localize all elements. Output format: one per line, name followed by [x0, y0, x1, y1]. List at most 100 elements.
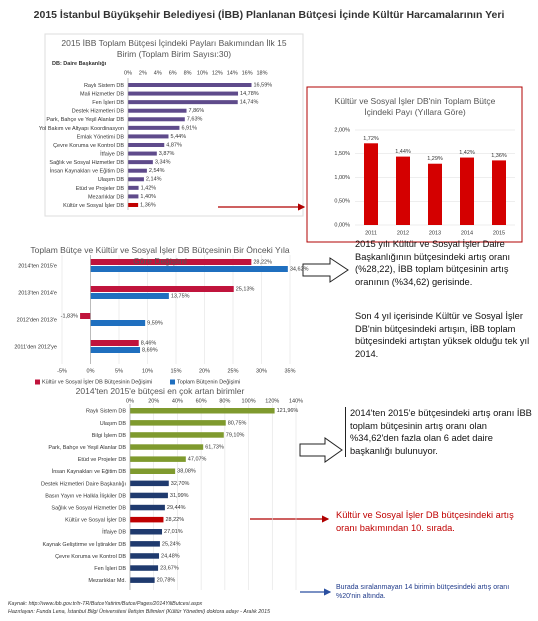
value-label: 1,42% — [141, 185, 157, 191]
x-tick-label: 12% — [212, 70, 223, 76]
value-label: 16,59% — [254, 82, 273, 88]
value-label: 47,07% — [188, 457, 207, 463]
chart-title: Kültür ve Sosyal İşler DB'nin Toplam Büt… — [334, 96, 496, 117]
bar — [90, 259, 252, 265]
y-tick-label: Mali Hizmetler DB — [80, 92, 124, 98]
bar — [90, 266, 288, 272]
y-tick-label: Fen İşleri DB — [92, 99, 124, 106]
value-label: 1,72% — [363, 136, 379, 142]
bar — [128, 125, 180, 130]
bar — [130, 529, 163, 535]
value-label: 7,63% — [187, 117, 203, 123]
x-tick-label: 35% — [284, 368, 295, 374]
x-tick-label: 0% — [124, 70, 132, 76]
y-tick-label: 0,00% — [334, 222, 350, 228]
bar — [128, 202, 139, 207]
bar — [128, 117, 185, 122]
x-tick-label: 20% — [199, 368, 210, 374]
y-tick-label: Fen İşleri DB — [94, 565, 126, 572]
value-label: 25,13% — [236, 286, 255, 292]
y-tick-label: Sağlık ve Sosyal Hizmetler DB — [51, 506, 126, 512]
bar — [128, 91, 239, 96]
value-label: 8,69% — [142, 347, 158, 353]
y-tick-label: Kültür ve Sosyal İşler DB — [63, 202, 124, 209]
value-label: 9,59% — [147, 320, 163, 326]
y-tick-label: Kaynak Geliştirme ve İştirakler DB — [43, 541, 127, 548]
bar — [130, 553, 160, 559]
x-tick-label: 5% — [115, 368, 123, 374]
value-label: 20,78% — [157, 578, 176, 584]
x-tick-label: 14% — [227, 70, 238, 76]
x-tick-label: 15% — [170, 368, 181, 374]
value-label: 5,44% — [170, 134, 186, 140]
value-label: 29,44% — [167, 505, 186, 511]
chart-title: 2015 İBB Toplam Bütçesi İçindeki Payları… — [61, 38, 287, 59]
source: Kaynak: http://www.ibb.gov.tr/tr-TR/Butc… — [8, 601, 203, 607]
bar — [130, 444, 204, 450]
y-tick-label: Etüd ve Projeler DB — [76, 186, 125, 192]
x-tick-label: 2% — [139, 70, 147, 76]
x-tick-label: 0% — [87, 368, 95, 374]
x-tick-label: 6% — [169, 70, 177, 76]
x-tick-label: 8% — [184, 70, 192, 76]
x-tick-label: 30% — [256, 368, 267, 374]
y-tick-label: Mezarlıklar Md. — [88, 578, 126, 584]
value-label: 7,86% — [189, 108, 205, 114]
source: Hazırlayan: Funda Lena, İstanbul Bilgi Ü… — [8, 609, 271, 615]
y-tick-label: 2012'den 2013'e — [17, 317, 57, 323]
bar — [396, 156, 410, 225]
value-label: 6,91% — [181, 125, 197, 131]
chart-frame — [44, 33, 304, 217]
value-label: 3,87% — [159, 151, 175, 157]
x-tick-label: 20% — [148, 398, 159, 404]
chart-subtitle: DB: Daire Başkanlığı — [52, 61, 107, 67]
value-label: 1,36% — [140, 202, 156, 208]
y-tick-label: Destek Hizmetleri Daire Başkanlığı — [41, 481, 126, 487]
y-tick-label: 0,50% — [334, 199, 350, 205]
value-label: 80,75% — [228, 420, 247, 426]
x-tick-label: -5% — [57, 368, 67, 374]
y-tick-label: İnsan Kaynakları ve Eğitim DB — [50, 168, 125, 175]
x-tick-label: 140% — [289, 398, 303, 404]
legend-label: Toplam Bütçenin Değişimi — [177, 379, 240, 385]
x-tick-label: 2011 — [365, 230, 377, 236]
y-tick-label: 2014'ten 2015'e — [18, 263, 57, 269]
bar — [128, 100, 238, 105]
value-label: 1,42% — [459, 150, 475, 156]
x-tick-label: 25% — [227, 368, 238, 374]
y-tick-label: 1,00% — [334, 175, 350, 181]
bar — [90, 340, 139, 346]
bar — [130, 432, 224, 438]
bar — [128, 168, 147, 173]
chart-frame — [306, 86, 523, 243]
x-tick-label: 2013 — [429, 230, 441, 236]
y-tick-label: Emlak Yönetimi DB — [77, 134, 125, 140]
chart-title: 2014'ten 2015'e bütçesi en çok artan bir… — [75, 386, 245, 396]
bar — [128, 185, 139, 190]
bar — [128, 194, 139, 199]
value-label: 14,74% — [240, 100, 259, 106]
y-tick-label: Destek Hizmetleri DB — [72, 109, 125, 115]
note: 2014'ten 2015'e bütçesindeki artış oranı… — [345, 407, 535, 458]
bar — [428, 163, 442, 225]
bar — [128, 108, 187, 113]
x-tick-label: 10% — [142, 368, 153, 374]
bar — [128, 83, 252, 87]
value-label: 61,73% — [205, 445, 224, 451]
value-label: 31,99% — [170, 493, 189, 499]
value-label: 14,78% — [240, 91, 259, 97]
arrow — [299, 437, 343, 463]
page-title: 2015 İstanbul Büyükşehir Belediyesi (İBB… — [33, 9, 505, 21]
bar — [130, 516, 164, 523]
y-tick-label: 2011'den 2012'ye — [14, 344, 57, 350]
y-tick-label: Park, Bahçe ve Yeşil Alanlar DB — [46, 117, 124, 123]
bar — [90, 320, 146, 326]
x-tick-label: 18% — [256, 70, 267, 76]
bar — [128, 142, 165, 147]
value-label: 32,70% — [171, 481, 190, 487]
y-tick-label: Mezarlıklar DB — [88, 194, 124, 200]
value-label: 25,24% — [162, 541, 181, 547]
y-tick-label: Ulaşım DB — [100, 421, 127, 427]
x-tick-label: 80% — [219, 398, 230, 404]
